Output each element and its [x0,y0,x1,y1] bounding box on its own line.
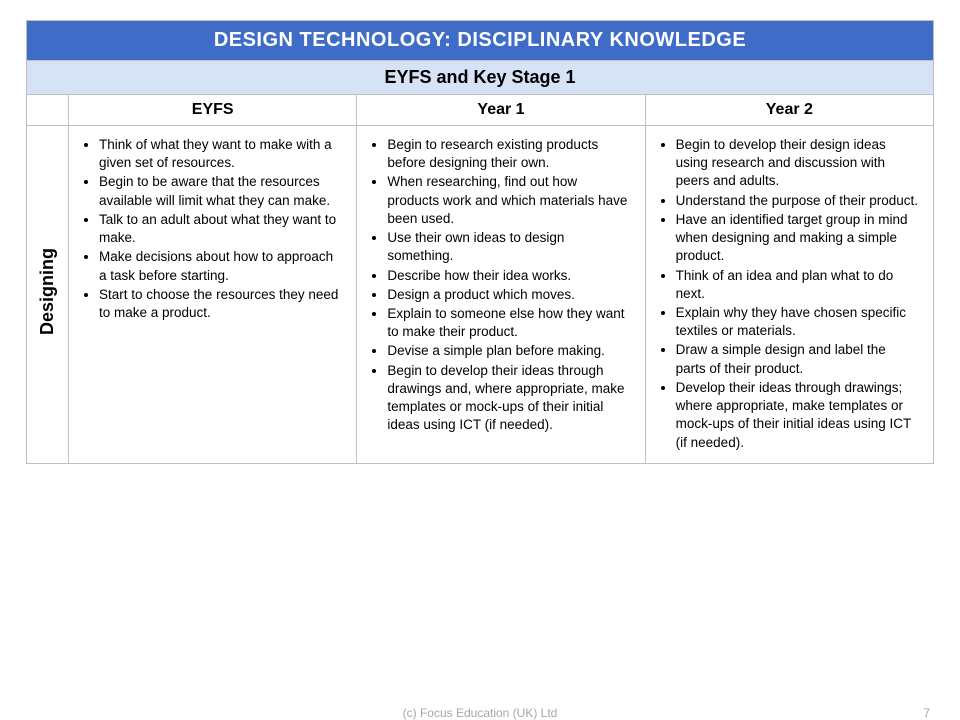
list-item: Have an identified target group in mind … [676,211,919,266]
list-item: When researching, find out how products … [387,173,630,228]
cell-eyfs: Think of what they want to make with a g… [69,126,357,464]
list-item: Think of an idea and plan what to do nex… [676,267,919,303]
list-item: Begin to develop their design ideas usin… [676,136,919,191]
list-item: Start to choose the resources they need … [99,286,342,322]
col-head-year1: Year 1 [357,95,645,126]
cell-year1: Begin to research existing products befo… [357,126,645,464]
col-head-eyfs: EYFS [69,95,357,126]
col-head-year2: Year 2 [645,95,933,126]
list-year1: Begin to research existing products befo… [365,136,630,435]
curriculum-table: DESIGN TECHNOLOGY: DISCIPLINARY KNOWLEDG… [26,20,934,464]
table-title: DESIGN TECHNOLOGY: DISCIPLINARY KNOWLEDG… [27,21,934,61]
list-item: Design a product which moves. [387,286,630,304]
list-item: Explain to someone else how they want to… [387,305,630,341]
list-item: Devise a simple plan before making. [387,342,630,360]
cell-year2: Begin to develop their design ideas usin… [645,126,933,464]
list-item: Make decisions about how to approach a t… [99,248,342,284]
list-item: Draw a simple design and label the parts… [676,341,919,377]
list-item: Understand the purpose of their product. [676,192,919,210]
list-item: Begin to be aware that the resources ava… [99,173,342,209]
footer-copyright: (c) Focus Education (UK) Ltd [403,706,558,720]
list-item: Explain why they have chosen specific te… [676,304,919,340]
list-item: Use their own ideas to design something. [387,229,630,265]
list-year2: Begin to develop their design ideas usin… [654,136,919,452]
table-subtitle: EYFS and Key Stage 1 [27,61,934,95]
row-label-text: Designing [37,248,58,335]
list-item: Begin to develop their ideas through dra… [387,362,630,435]
list-item: Describe how their idea works. [387,267,630,285]
list-item: Talk to an adult about what they want to… [99,211,342,247]
list-eyfs: Think of what they want to make with a g… [77,136,342,322]
corner-cell [27,95,69,126]
list-item: Develop their ideas through drawings; wh… [676,379,919,452]
row-label-designing: Designing [27,126,69,464]
list-item: Begin to research existing products befo… [387,136,630,172]
footer-page-number: 7 [923,706,930,720]
list-item: Think of what they want to make with a g… [99,136,342,172]
